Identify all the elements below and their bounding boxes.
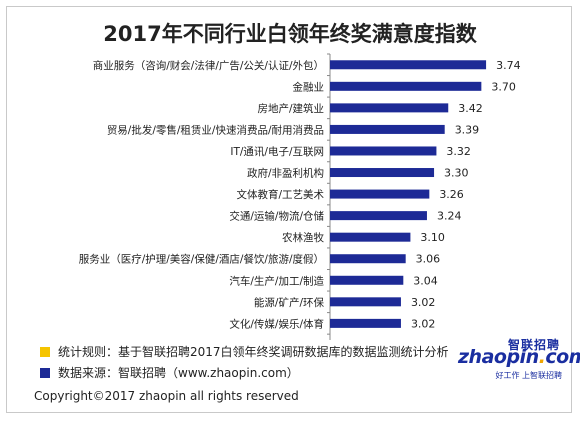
value-label: 3.10 xyxy=(420,231,445,244)
category-label: 政府/非盈利机构 xyxy=(247,167,324,180)
chart-title: 2017年不同行业白领年终奖满意度指数 xyxy=(103,22,477,46)
bar-chart: 商业服务（咨询/财会/法律/广告/公关/认证/外包） 3.74 金融业 3.70 房地产… xyxy=(79,53,521,340)
value-label: 3.74 xyxy=(496,59,520,72)
bar xyxy=(330,318,401,328)
category-label: IT/通讯/电子/互联网 xyxy=(230,145,324,158)
bar xyxy=(330,232,411,242)
category-label: 金融业 xyxy=(293,80,325,93)
logo-slogan: 好工作 上智联招聘 xyxy=(495,371,562,380)
bar xyxy=(330,146,437,156)
bar xyxy=(330,168,435,178)
category-label: 服务业（医疗/护理/美容/保健/酒店/餐饮/旅游/度假） xyxy=(79,253,324,266)
category-label: 能源/矿产/环保 xyxy=(254,296,325,309)
category-label: 商业服务（咨询/财会/法律/广告/公关/认证/外包） xyxy=(93,59,324,72)
value-label: 3.02 xyxy=(411,296,436,309)
value-label: 3.06 xyxy=(416,253,441,266)
bar xyxy=(330,103,449,113)
rule-text: 统计规则：基于智联招聘2017白领年终奖调研数据库的数据监测统计分析 xyxy=(58,345,449,359)
value-label: 3.26 xyxy=(439,188,464,201)
bar xyxy=(330,211,427,221)
logo-english: zhaopin.com xyxy=(458,346,580,368)
category-label: 文化/传媒/娱乐/体育 xyxy=(229,317,324,330)
source-text: 数据来源：智联招聘（www.zhaopin.com） xyxy=(58,366,299,380)
value-label: 3.24 xyxy=(437,210,462,223)
value-label: 3.02 xyxy=(411,317,436,330)
value-label: 3.70 xyxy=(491,80,515,93)
category-label: 房地产/建筑业 xyxy=(257,102,324,115)
category-label: 汽车/生产/加工/制造 xyxy=(229,274,324,287)
category-label: 文体教育/工艺美术 xyxy=(236,188,324,201)
logo-chinese: 智联招聘 xyxy=(507,338,560,352)
logo-en-dot: . xyxy=(538,346,546,368)
footer-rule: 统计规则：基于智联招聘2017白领年终奖调研数据库的数据监测统计分析 xyxy=(40,343,449,360)
bar xyxy=(330,60,487,70)
bar xyxy=(330,189,430,199)
value-label: 3.32 xyxy=(446,145,471,158)
category-label: 其他 xyxy=(303,339,324,340)
chart-frame xyxy=(6,6,572,413)
bar xyxy=(330,81,482,91)
value-label: 3.42 xyxy=(458,102,483,115)
value-label: 3.30 xyxy=(444,167,469,180)
bar xyxy=(330,275,404,285)
bar xyxy=(330,254,406,264)
value-label: 3.04 xyxy=(413,274,438,287)
logo-en-main: zhaopin xyxy=(458,346,539,368)
value-label: 2.75 xyxy=(379,339,404,340)
category-label: 贸易/批发/零售/租赁业/快速消费品/耐用消费品 xyxy=(107,123,324,136)
category-label: 农林渔牧 xyxy=(282,231,324,244)
rule-marker xyxy=(40,347,50,357)
bar xyxy=(330,124,445,134)
footer-source: 数据来源：智联招聘（www.zhaopin.com） xyxy=(40,364,299,381)
value-label: 3.39 xyxy=(455,123,480,136)
copyright-text: Copyright©2017 zhaopin all rights reserv… xyxy=(34,389,299,403)
bar xyxy=(330,297,401,307)
category-label: 交通/运输/物流/仓储 xyxy=(229,210,324,223)
logo-en-tld: com xyxy=(545,346,580,368)
source-marker xyxy=(40,368,50,378)
zhaopin-logo: 智联招聘 zhaopin.com 好工作 上智联招聘 xyxy=(458,336,580,380)
